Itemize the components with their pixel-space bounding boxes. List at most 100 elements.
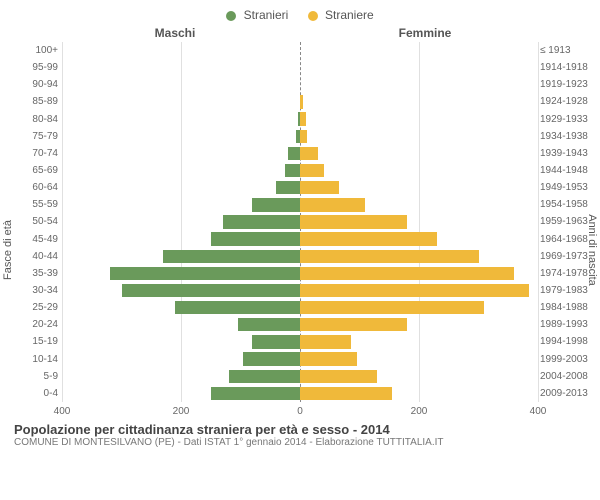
bar-female [300,352,357,365]
pyramid-row: 40-441969-1973 [62,248,538,265]
age-label: 90-94 [14,79,58,90]
bar-male [229,370,300,383]
birth-year-label: 1959-1963 [540,216,590,227]
bar-female [300,232,437,245]
bar-female [300,301,484,314]
column-headers: Maschi Femmine [10,26,590,40]
age-label: 80-84 [14,114,58,125]
x-tick-label: 0 [297,406,303,417]
pyramid-row: 80-841929-1933 [62,111,538,128]
bar-male [252,335,300,348]
birth-year-label: 1969-1973 [540,251,590,262]
pyramid-row: 15-191994-1998 [62,333,538,350]
bar-female [300,335,351,348]
header-male: Maschi [10,26,300,40]
birth-year-label: 1934-1938 [540,131,590,142]
pyramid-row: 20-241989-1993 [62,316,538,333]
birth-year-label: 2004-2008 [540,371,590,382]
plot-area: 100+≤ 191395-991914-191890-941919-192385… [62,42,538,420]
birth-year-label: 1954-1958 [540,199,590,210]
pyramid-row: 60-641949-1953 [62,179,538,196]
chart-footer: Popolazione per cittadinanza straniera p… [10,422,590,448]
age-label: 50-54 [14,216,58,227]
grid-line [538,42,539,402]
birth-year-label: 1974-1978 [540,268,590,279]
bar-female [300,387,392,400]
legend-female-label: Straniere [325,8,374,22]
pyramid-row: 55-591954-1958 [62,196,538,213]
bar-male [163,250,300,263]
age-label: 40-44 [14,251,58,262]
birth-year-label: 1949-1953 [540,182,590,193]
pyramid-row: 50-541959-1963 [62,213,538,230]
age-label: 95-99 [14,62,58,73]
bar-male [276,181,300,194]
legend-male: Stranieri [226,8,288,22]
birth-year-label: 1979-1983 [540,285,590,296]
x-tick-label: 400 [530,406,547,417]
birth-year-label: 1919-1923 [540,79,590,90]
bar-male [288,147,300,160]
age-label: 55-59 [14,199,58,210]
birth-year-label: 1914-1918 [540,62,590,73]
birth-year-label: ≤ 1913 [540,45,590,56]
birth-year-label: 2009-2013 [540,388,590,399]
pyramid-row: 35-391974-1978 [62,265,538,282]
pyramid-row: 75-791934-1938 [62,128,538,145]
pyramid-row: 85-891924-1928 [62,93,538,110]
birth-year-label: 1944-1948 [540,165,590,176]
age-label: 20-24 [14,319,58,330]
birth-year-label: 1929-1933 [540,114,590,125]
chart-subtitle: COMUNE DI MONTESILVANO (PE) - Dati ISTAT… [14,437,586,448]
bar-female [300,267,514,280]
legend-female: Straniere [308,8,374,22]
birth-year-label: 1989-1993 [540,319,590,330]
pyramid-row: 30-341979-1983 [62,282,538,299]
population-pyramid-chart: Stranieri Straniere Maschi Femmine Fasce… [0,0,600,500]
bar-female [300,215,407,228]
bar-female [300,198,365,211]
pyramid-row: 45-491964-1968 [62,231,538,248]
x-tick-label: 200 [173,406,190,417]
bar-male [223,215,300,228]
bar-female [300,95,303,108]
bar-female [300,147,318,160]
birth-year-label: 1999-2003 [540,354,590,365]
age-label: 0-4 [14,388,58,399]
bar-female [300,130,307,143]
age-label: 10-14 [14,354,58,365]
age-label: 5-9 [14,371,58,382]
pyramid-row: 5-92004-2008 [62,368,538,385]
age-label: 30-34 [14,285,58,296]
bar-female [300,250,479,263]
pyramid-row: 100+≤ 1913 [62,42,538,59]
pyramid-row: 65-691944-1948 [62,162,538,179]
bar-female [300,370,377,383]
age-label: 25-29 [14,302,58,313]
age-label: 65-69 [14,165,58,176]
bar-female [300,112,306,125]
bar-rows: 100+≤ 191395-991914-191890-941919-192385… [62,42,538,402]
pyramid-row: 95-991914-1918 [62,59,538,76]
age-label: 45-49 [14,234,58,245]
age-label: 85-89 [14,96,58,107]
chart-title: Popolazione per cittadinanza straniera p… [14,422,586,437]
bar-male [285,164,300,177]
age-label: 35-39 [14,268,58,279]
header-female: Femmine [300,26,590,40]
birth-year-label: 1939-1943 [540,148,590,159]
y-axis-left-title: Fasce di età [2,220,14,280]
x-axis-ticks: 4002000200400 [62,404,538,420]
bar-male [122,284,301,297]
birth-year-label: 1924-1928 [540,96,590,107]
bar-male [110,267,300,280]
bar-female [300,181,339,194]
bar-male [238,318,300,331]
legend-female-swatch [308,11,318,21]
age-label: 15-19 [14,336,58,347]
birth-year-label: 1964-1968 [540,234,590,245]
bar-female [300,164,324,177]
age-label: 70-74 [14,148,58,159]
pyramid-row: 70-741939-1943 [62,145,538,162]
bar-male [175,301,300,314]
